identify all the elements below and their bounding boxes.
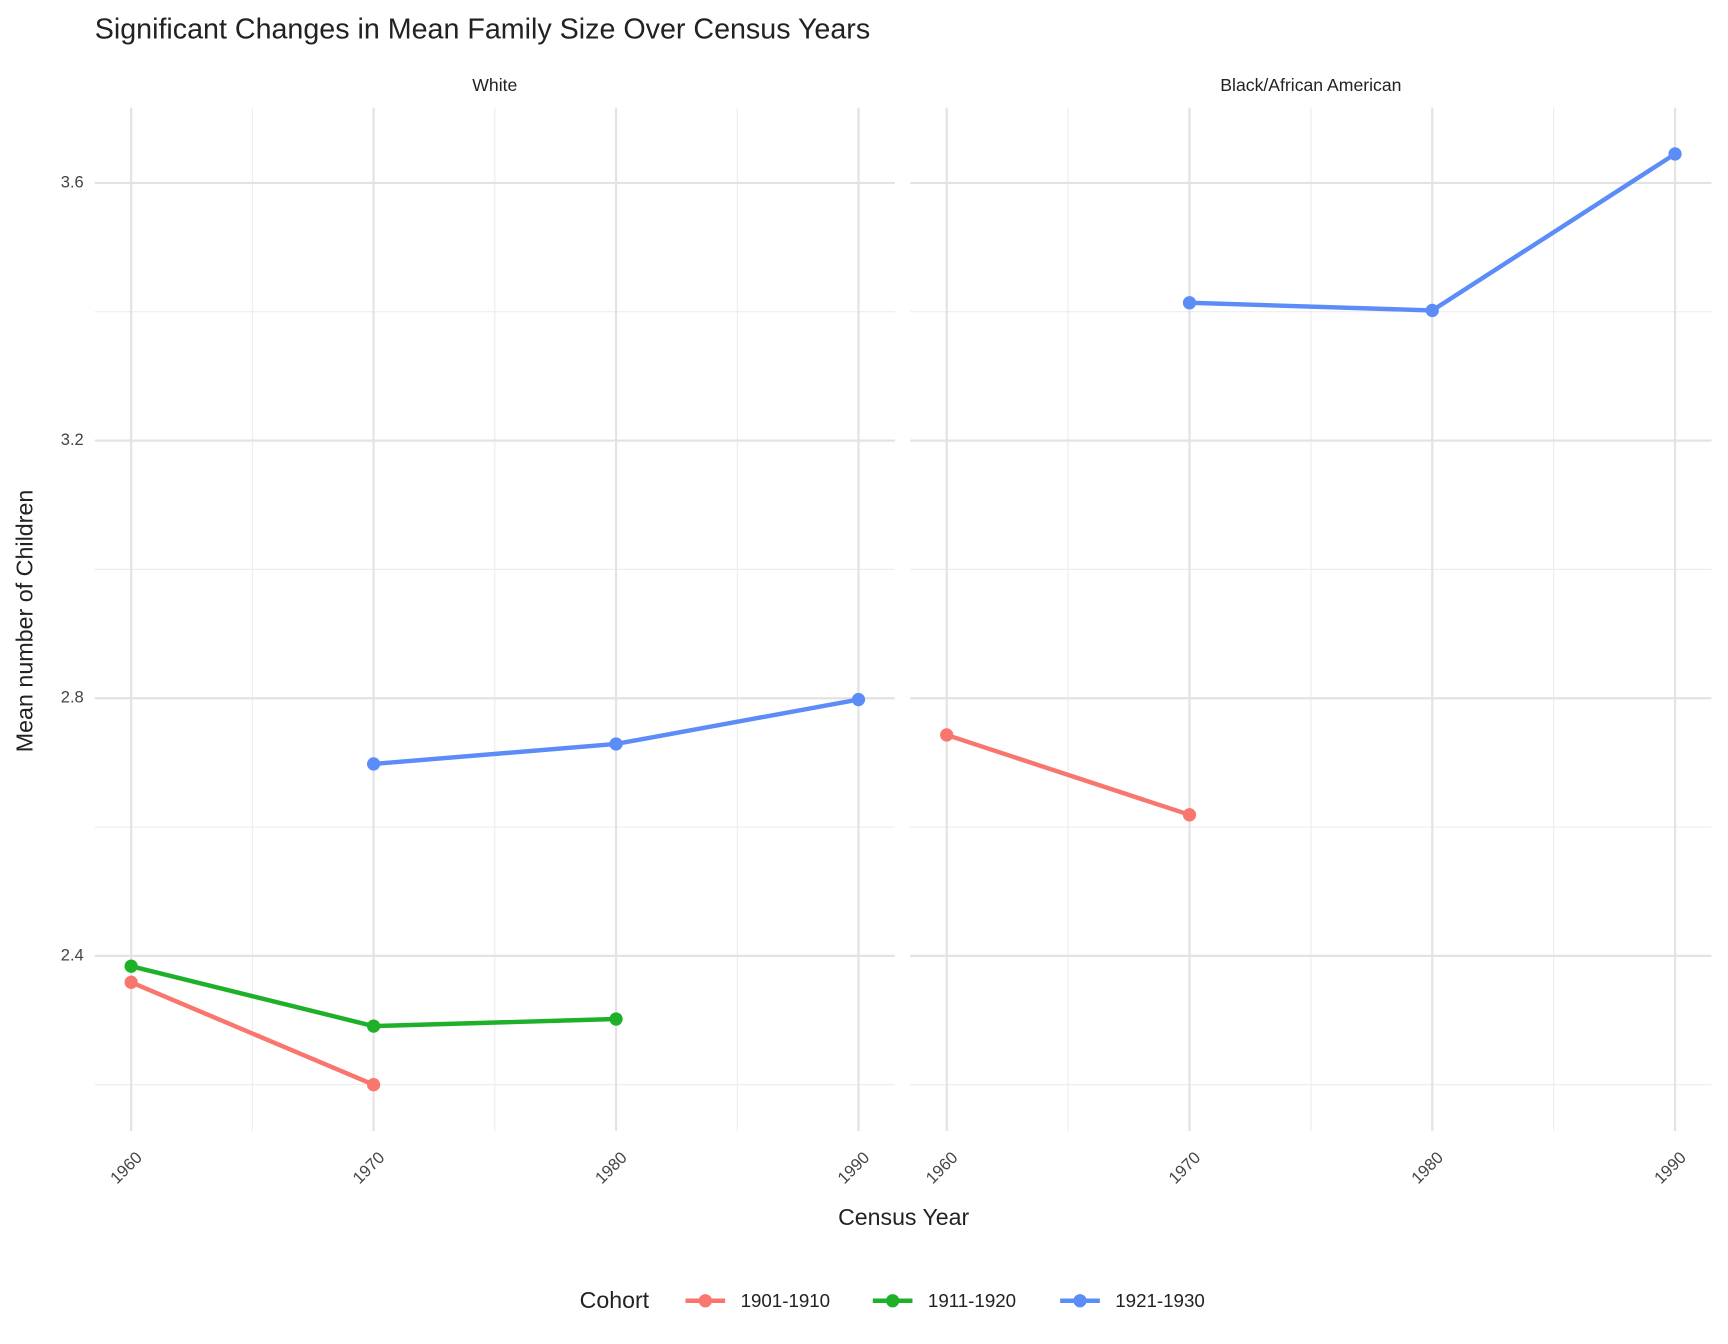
legend-label: 1901-1910 bbox=[741, 1290, 831, 1311]
facet-label: White bbox=[472, 75, 517, 95]
y-tick-label: 2.4 bbox=[61, 945, 84, 964]
y-axis-label: Mean number of Children bbox=[12, 490, 38, 753]
legend-key bbox=[1073, 1294, 1087, 1308]
data-point bbox=[851, 692, 866, 707]
x-tick-label: 1960 bbox=[922, 1148, 961, 1188]
x-tick-label: 1980 bbox=[591, 1148, 630, 1188]
data-point bbox=[1182, 296, 1197, 310]
chart-title: Significant Changes in Mean Family Size … bbox=[95, 14, 870, 46]
data-point bbox=[940, 728, 954, 742]
y-tick-label: 2.8 bbox=[61, 688, 84, 707]
data-point bbox=[609, 737, 623, 751]
y-tick-label: 3.2 bbox=[61, 430, 84, 449]
legend-label: 1911-1920 bbox=[928, 1290, 1016, 1311]
data-point bbox=[366, 1019, 381, 1033]
legend-title: Cohort bbox=[580, 1287, 650, 1313]
x-axis-label: Census Year bbox=[838, 1204, 969, 1230]
data-point bbox=[124, 959, 138, 973]
data-point bbox=[366, 1078, 381, 1092]
data-point bbox=[609, 1012, 623, 1026]
data-point bbox=[1668, 147, 1682, 161]
legend-key bbox=[886, 1294, 900, 1308]
y-tick-label: 3.6 bbox=[61, 172, 84, 191]
x-tick-label: 1960 bbox=[106, 1148, 145, 1188]
legend-label: 1921-1930 bbox=[1115, 1290, 1205, 1311]
x-tick-label: 1990 bbox=[834, 1148, 873, 1188]
data-point bbox=[366, 757, 381, 771]
data-point bbox=[124, 975, 138, 989]
x-tick-label: 1970 bbox=[1165, 1148, 1204, 1188]
series-line bbox=[946, 732, 1191, 817]
legend-key bbox=[698, 1294, 712, 1308]
series-line bbox=[130, 980, 375, 1087]
x-tick-label: 1970 bbox=[349, 1148, 388, 1188]
data-point bbox=[1182, 808, 1197, 822]
x-tick-label: 1990 bbox=[1650, 1148, 1689, 1188]
facet-label: Black/African American bbox=[1220, 75, 1401, 95]
data-point bbox=[1425, 303, 1439, 318]
x-tick-label: 1980 bbox=[1408, 1148, 1447, 1188]
